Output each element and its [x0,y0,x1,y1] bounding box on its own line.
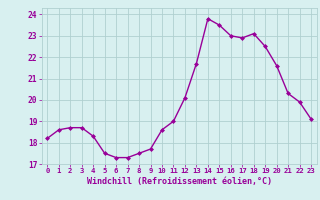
X-axis label: Windchill (Refroidissement éolien,°C): Windchill (Refroidissement éolien,°C) [87,177,272,186]
